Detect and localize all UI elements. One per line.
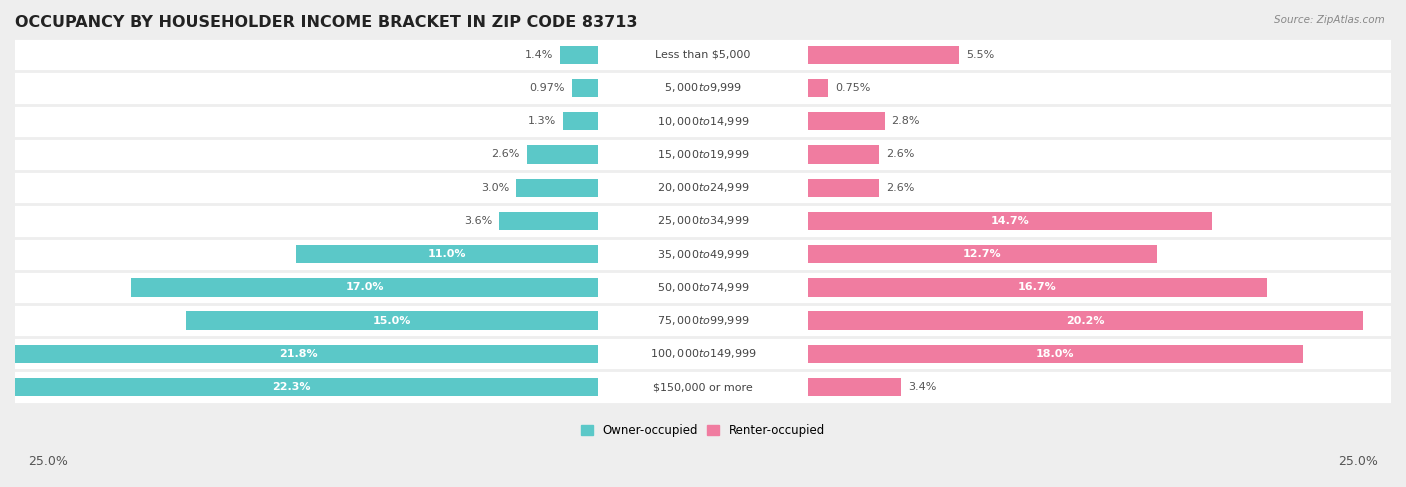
Text: $150,000 or more: $150,000 or more [654, 382, 752, 392]
Text: 3.0%: 3.0% [481, 183, 509, 193]
Text: 12.7%: 12.7% [963, 249, 1001, 259]
Bar [807, 212, 1212, 230]
Text: $25,000 to $34,999: $25,000 to $34,999 [657, 214, 749, 227]
Bar [807, 79, 828, 97]
Text: 15.0%: 15.0% [373, 316, 411, 326]
Text: $100,000 to $149,999: $100,000 to $149,999 [650, 347, 756, 360]
Text: 20.2%: 20.2% [1066, 316, 1105, 326]
Bar [295, 245, 599, 263]
Bar [807, 145, 879, 164]
FancyBboxPatch shape [15, 71, 1391, 105]
Bar [562, 112, 599, 131]
Text: 1.4%: 1.4% [524, 50, 553, 60]
Text: 25.0%: 25.0% [1339, 454, 1378, 468]
Text: 22.3%: 22.3% [273, 382, 311, 392]
FancyBboxPatch shape [15, 371, 1391, 404]
Bar [0, 378, 599, 396]
FancyBboxPatch shape [15, 105, 1391, 138]
Text: $35,000 to $49,999: $35,000 to $49,999 [657, 247, 749, 261]
Bar [0, 345, 599, 363]
FancyBboxPatch shape [15, 138, 1391, 171]
Text: 21.8%: 21.8% [280, 349, 318, 359]
Text: 1.3%: 1.3% [527, 116, 555, 126]
Bar [807, 345, 1303, 363]
FancyBboxPatch shape [15, 304, 1391, 337]
Bar [807, 278, 1267, 297]
Text: 16.7%: 16.7% [1018, 282, 1057, 292]
Bar [572, 79, 599, 97]
Text: 2.8%: 2.8% [891, 116, 920, 126]
Text: $75,000 to $99,999: $75,000 to $99,999 [657, 314, 749, 327]
Bar [807, 179, 879, 197]
Bar [807, 46, 959, 64]
Bar [807, 378, 901, 396]
FancyBboxPatch shape [15, 204, 1391, 238]
Text: 2.6%: 2.6% [886, 183, 914, 193]
Text: $20,000 to $24,999: $20,000 to $24,999 [657, 181, 749, 194]
Text: Less than $5,000: Less than $5,000 [655, 50, 751, 60]
Text: 3.4%: 3.4% [908, 382, 936, 392]
FancyBboxPatch shape [15, 171, 1391, 204]
Legend: Owner-occupied, Renter-occupied: Owner-occupied, Renter-occupied [576, 419, 830, 442]
FancyBboxPatch shape [15, 238, 1391, 271]
Text: 14.7%: 14.7% [990, 216, 1029, 226]
Text: 5.5%: 5.5% [966, 50, 994, 60]
Bar [527, 145, 599, 164]
Text: 3.6%: 3.6% [464, 216, 492, 226]
Text: 0.97%: 0.97% [529, 83, 565, 93]
Bar [499, 212, 599, 230]
Text: Source: ZipAtlas.com: Source: ZipAtlas.com [1274, 15, 1385, 25]
Text: 18.0%: 18.0% [1036, 349, 1074, 359]
Text: 0.75%: 0.75% [835, 83, 870, 93]
FancyBboxPatch shape [15, 271, 1391, 304]
FancyBboxPatch shape [15, 337, 1391, 371]
Text: 2.6%: 2.6% [886, 150, 914, 159]
Text: 17.0%: 17.0% [346, 282, 384, 292]
Text: OCCUPANCY BY HOUSEHOLDER INCOME BRACKET IN ZIP CODE 83713: OCCUPANCY BY HOUSEHOLDER INCOME BRACKET … [15, 15, 637, 30]
Bar [560, 46, 599, 64]
Text: 2.6%: 2.6% [492, 150, 520, 159]
Bar [186, 312, 599, 330]
Bar [131, 278, 599, 297]
Bar [807, 245, 1157, 263]
Text: $50,000 to $74,999: $50,000 to $74,999 [657, 281, 749, 294]
Text: 11.0%: 11.0% [427, 249, 467, 259]
Bar [807, 312, 1364, 330]
Text: $15,000 to $19,999: $15,000 to $19,999 [657, 148, 749, 161]
Bar [516, 179, 599, 197]
FancyBboxPatch shape [15, 38, 1391, 71]
Text: 25.0%: 25.0% [28, 454, 67, 468]
Text: $10,000 to $14,999: $10,000 to $14,999 [657, 115, 749, 128]
Text: $5,000 to $9,999: $5,000 to $9,999 [664, 81, 742, 94]
Bar [807, 112, 884, 131]
